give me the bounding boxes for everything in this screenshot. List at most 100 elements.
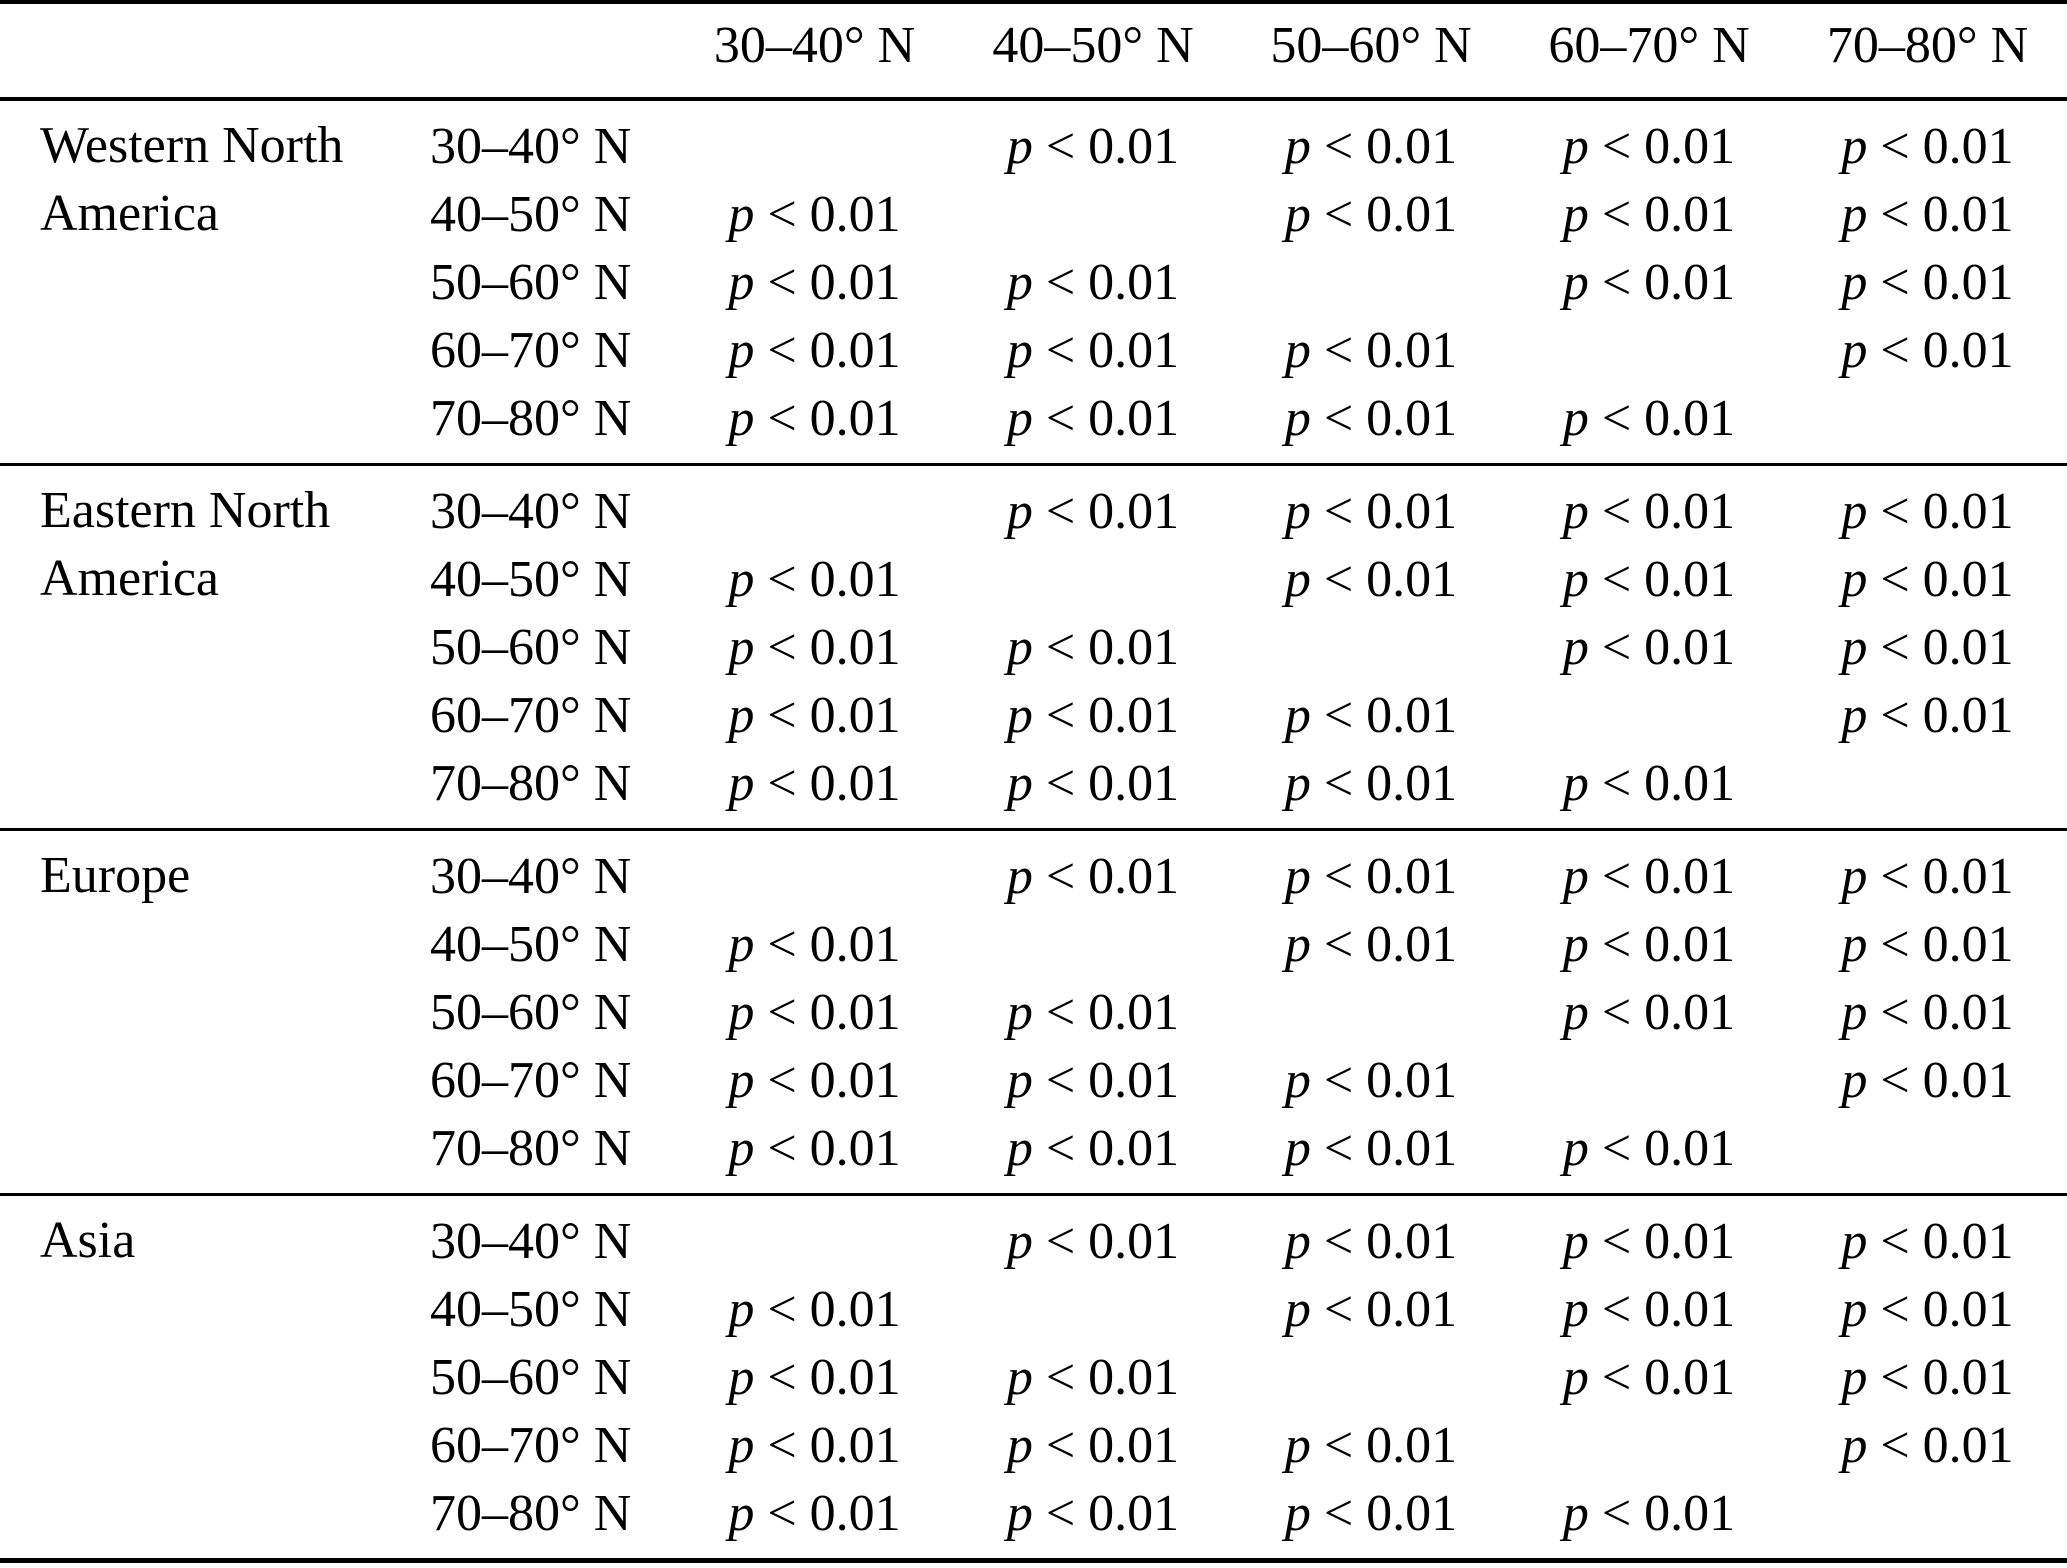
p-value-cell: p < 0.01 <box>1841 117 2014 175</box>
region-label: Eastern North America <box>0 465 430 830</box>
p-value-cell: p < 0.01 <box>728 550 901 608</box>
header-row: 30–40° N 40–50° N 50–60° N 60–70° N 70–8… <box>0 2 2067 99</box>
table-header: 30–40° N 40–50° N 50–60° N 60–70° N 70–8… <box>0 2 2067 99</box>
p-symbol: p <box>1006 1416 1033 1474</box>
column-header: 40–50° N <box>992 17 1194 74</box>
p-symbol: p <box>1562 1212 1589 1270</box>
p-symbol: p <box>1562 1280 1589 1338</box>
p-value-cell: p < 0.01 <box>1006 321 1180 379</box>
row-header: 60–70° N <box>430 321 632 379</box>
region-name-line: Asia <box>40 1212 136 1269</box>
p-value-cell: p < 0.01 <box>728 915 901 973</box>
p-value-cell: p < 0.01 <box>1284 117 1458 175</box>
p-symbol: p <box>1006 1212 1033 1270</box>
p-value-cell: p < 0.01 <box>1562 618 1736 676</box>
empty-cell <box>1232 613 1510 681</box>
region-block: Europe 30–40° N p < 0.01 p < 0.01 p < 0.01 p … <box>0 830 2067 1195</box>
p-symbol: p <box>1006 847 1033 905</box>
p-symbol: p <box>728 915 755 973</box>
p-value-cell: p < 0.01 <box>1841 482 2014 540</box>
table-row: 50–60° N p < 0.01 p < 0.01 p < 0.01 p < 0.01 <box>0 613 2067 681</box>
column-header: 70–80° N <box>1826 17 2029 74</box>
p-value-cell: p < 0.01 <box>1841 1212 2014 1270</box>
p-value-cell: p < 0.01 <box>1562 117 1736 175</box>
row-header: 40–50° N <box>430 915 632 973</box>
p-symbol: p <box>728 1280 755 1338</box>
p-symbol: p <box>1562 983 1589 1041</box>
p-value-cell: p < 0.01 <box>728 1416 901 1474</box>
p-value-cell: p < 0.01 <box>1284 482 1458 540</box>
empty-cell <box>1510 681 1788 749</box>
region-name-line: America <box>40 550 220 607</box>
empty-cell <box>1232 978 1510 1046</box>
p-value-cell: p < 0.01 <box>1562 983 1736 1041</box>
p-value-cell: p < 0.01 <box>728 754 901 812</box>
p-value-cell: p < 0.01 <box>728 1119 901 1177</box>
p-value-cell: p < 0.01 <box>1284 550 1458 608</box>
table-row: 70–80° N p < 0.01 p < 0.01 p < 0.01 p < 0.01 <box>0 749 2067 830</box>
empty-cell <box>1232 1343 1510 1411</box>
p-symbol: p <box>1284 686 1311 744</box>
table-row: Asia 30–40° N p < 0.01 p < 0.01 p < 0.01 p < … <box>0 1195 2067 1276</box>
table-row: 50–60° N p < 0.01 p < 0.01 p < 0.01 p < 0.01 <box>0 1343 2067 1411</box>
table-row: 50–60° N p < 0.01 p < 0.01 p < 0.01 p < 0.01 <box>0 978 2067 1046</box>
p-value-cell: p < 0.01 <box>728 1484 901 1542</box>
p-symbol: p <box>1006 983 1033 1041</box>
p-symbol: p <box>728 983 755 1041</box>
table-row: 40–50° N p < 0.01 p < 0.01 p < 0.01 p < 0.01 <box>0 545 2067 613</box>
row-header: 70–80° N <box>430 754 632 812</box>
p-value-cell: p < 0.01 <box>1284 754 1458 812</box>
region-block: Eastern North America 30–40° N p < 0.01 p < … <box>0 465 2067 830</box>
table-row: 60–70° N p < 0.01 p < 0.01 p < 0.01 p < 0.01 <box>0 1411 2067 1479</box>
p-symbol: p <box>728 1348 755 1406</box>
p-value-cell: p < 0.01 <box>1006 618 1180 676</box>
empty-cell <box>1788 1114 2067 1195</box>
row-header: 30–40° N <box>430 482 632 540</box>
p-value-cell: p < 0.01 <box>1562 1348 1736 1406</box>
column-header: 60–70° N <box>1548 17 1750 74</box>
p-value-cell: p < 0.01 <box>1841 1280 2014 1338</box>
p-symbol: p <box>1841 618 1868 676</box>
p-symbol: p <box>1562 915 1589 973</box>
p-symbol: p <box>1284 550 1311 608</box>
p-symbol: p <box>1284 1212 1311 1270</box>
region-label: Western North America <box>0 99 430 465</box>
region-name-line: Western North <box>40 117 344 174</box>
p-symbol: p <box>1006 754 1033 812</box>
p-symbol: p <box>728 686 755 744</box>
empty-cell <box>954 910 1232 978</box>
p-symbol: p <box>1006 1051 1033 1109</box>
p-value-cell: p < 0.01 <box>728 321 901 379</box>
row-header: 50–60° N <box>430 618 632 676</box>
p-symbol: p <box>1841 1348 1868 1406</box>
p-symbol: p <box>1006 482 1033 540</box>
column-header: 30–40° N <box>713 17 916 74</box>
row-header: 70–80° N <box>430 1119 632 1177</box>
table-row: 70–80° N p < 0.01 p < 0.01 p < 0.01 p < 0.01 <box>0 384 2067 465</box>
p-value-cell: p < 0.01 <box>1562 1484 1736 1542</box>
p-value-cell: p < 0.01 <box>1284 915 1458 973</box>
p-symbol: p <box>1006 253 1033 311</box>
p-value-cell: p < 0.01 <box>1841 983 2014 1041</box>
p-symbol: p <box>1006 618 1033 676</box>
p-symbol: p <box>1841 1051 1868 1109</box>
p-value-cell: p < 0.01 <box>1284 847 1458 905</box>
p-value-cell: p < 0.01 <box>1284 1280 1458 1338</box>
p-value-cell: p < 0.01 <box>1562 482 1736 540</box>
p-value-cell: p < 0.01 <box>1841 253 2014 311</box>
p-symbol: p <box>728 1484 755 1542</box>
row-header: 50–60° N <box>430 253 632 311</box>
p-symbol: p <box>1006 389 1033 447</box>
row-header: 60–70° N <box>430 1051 632 1109</box>
p-value-cell: p < 0.01 <box>1006 983 1180 1041</box>
table-row: 70–80° N p < 0.01 p < 0.01 p < 0.01 p < 0.01 <box>0 1479 2067 1561</box>
p-value-cell: p < 0.01 <box>1841 550 2014 608</box>
p-value-cell: p < 0.01 <box>728 253 901 311</box>
p-symbol: p <box>728 185 755 243</box>
p-value-cell: p < 0.01 <box>1284 1416 1458 1474</box>
p-value-cell: p < 0.01 <box>1006 482 1180 540</box>
p-value-cell: p < 0.01 <box>1562 1212 1736 1270</box>
p-symbol: p <box>728 1051 755 1109</box>
p-value-cell: p < 0.01 <box>1006 1348 1180 1406</box>
